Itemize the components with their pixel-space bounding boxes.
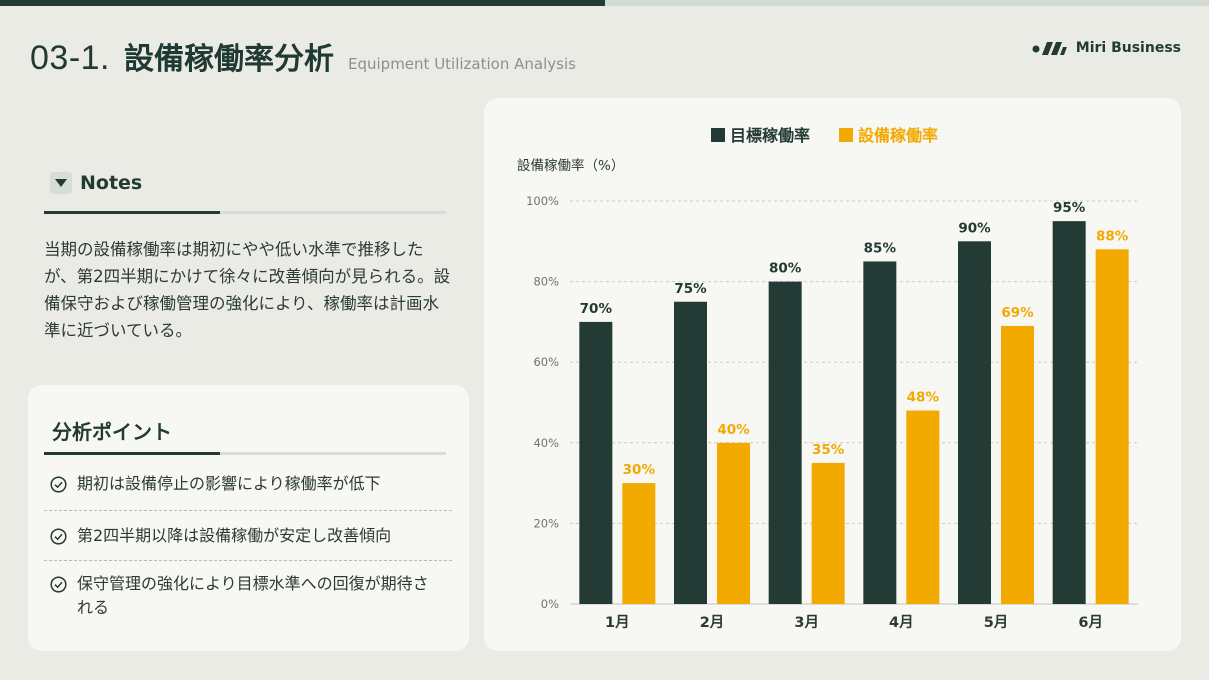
page-title: 設備稼働率分析 (124, 42, 334, 77)
y-tick-label: 60% (533, 355, 559, 369)
data-label: 69% (1001, 305, 1034, 321)
check-circle-icon (50, 576, 67, 593)
data-label: 95% (1053, 200, 1086, 216)
data-label: 35% (812, 442, 845, 458)
data-label: 75% (674, 281, 707, 297)
data-label: 48% (907, 390, 940, 406)
x-tick-label: 6月 (1078, 614, 1103, 631)
analysis-heading: 分析ポイント (52, 420, 172, 444)
brand-mark-icon (1032, 42, 1067, 55)
x-tick-label: 3月 (794, 614, 819, 631)
check-circle-icon (50, 476, 67, 493)
data-label: 30% (623, 462, 656, 478)
bar (717, 442, 750, 604)
y-tick-label: 20% (533, 516, 559, 530)
data-label: 80% (769, 261, 802, 277)
x-tick-label: 5月 (984, 614, 1009, 631)
bar (768, 281, 802, 604)
collapse-triangle-icon (50, 172, 72, 194)
legend-swatch (711, 128, 725, 142)
page-subtitle: Equipment Utilization Analysis (348, 55, 576, 73)
notes-header: Notes (50, 172, 142, 194)
y-tick-label: 0% (541, 597, 559, 611)
legend-label: 設備稼働率 (858, 126, 938, 145)
brand-logo: Miri Business (1032, 40, 1181, 56)
notes-rule (220, 211, 446, 214)
y-tick-label: 40% (533, 436, 559, 450)
bar (863, 261, 897, 604)
divider (44, 560, 452, 561)
top-accent-bar-light (605, 0, 1209, 6)
analysis-rule-accent (44, 452, 220, 455)
section-number: 03-1. (30, 39, 110, 77)
bar (622, 483, 656, 604)
bar (1095, 249, 1129, 605)
analysis-point: 保守管理の強化により目標水準への回復が期待される (50, 572, 430, 620)
notes-rule-accent (44, 211, 220, 214)
analysis-point-text: 第2四半期以降は設備稼働が安定し改善傾向 (77, 526, 392, 545)
y-tick-label: 80% (533, 275, 559, 289)
bar (1001, 325, 1034, 604)
bar (811, 462, 845, 604)
x-tick-label: 2月 (700, 614, 725, 631)
x-tick-label: 4月 (889, 614, 914, 631)
bar (906, 410, 940, 604)
data-label: 85% (864, 240, 897, 256)
data-label: 88% (1096, 228, 1129, 244)
data-label: 90% (958, 220, 991, 236)
analysis-point: 期初は設備停止の影響により稼働率が低下 (50, 472, 450, 496)
notes-body: 当期の設備稼働率は期初にやや低い水準で推移したが、第2四半期にかけて徐々に改善傾… (44, 240, 451, 340)
y-tick-label: 100% (526, 194, 559, 208)
analysis-point-text: 期初は設備停止の影響により稼働率が低下 (77, 474, 381, 493)
divider (44, 510, 452, 511)
analysis-card (28, 385, 469, 651)
data-label: 40% (717, 422, 750, 438)
brand-name: Miri Business (1075, 40, 1181, 56)
data-label: 70% (580, 301, 613, 317)
check-circle-icon (50, 528, 67, 545)
legend-swatch (839, 128, 853, 142)
bar (674, 301, 707, 604)
notes-heading: Notes (80, 172, 143, 194)
legend-label: 目標稼働率 (730, 126, 810, 145)
page-title-group: 03-1. 設備稼働率分析 Equipment Utilization Anal… (30, 34, 576, 78)
y-axis-title: 設備稼働率（%） (517, 157, 624, 174)
x-tick-label: 1月 (605, 614, 630, 631)
analysis-rule (220, 452, 446, 455)
bar (958, 241, 991, 605)
bar (579, 321, 613, 604)
analysis-point: 第2四半期以降は設備稼働が安定し改善傾向 (50, 524, 450, 548)
analysis-point-text: 保守管理の強化により目標水準への回復が期待される (77, 574, 429, 617)
top-accent-bar-dark (0, 0, 605, 6)
bar (1052, 221, 1086, 604)
